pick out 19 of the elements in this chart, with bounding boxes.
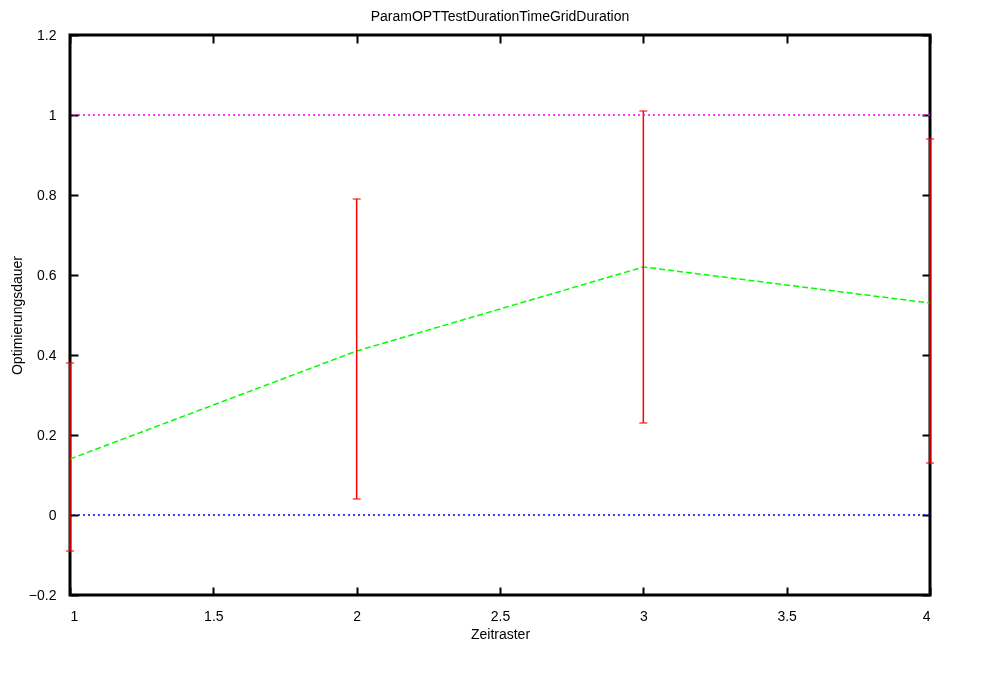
- y-tick-label: 0.8: [37, 186, 57, 203]
- y-tick-label: 1.2: [37, 26, 57, 43]
- x-tick-label: 3: [639, 607, 648, 624]
- x-tick-label: 2: [353, 607, 362, 624]
- x-tick-label: 1: [70, 607, 79, 624]
- x-tick-label: 4: [922, 607, 931, 624]
- x-tick-label: 1.5: [204, 607, 224, 624]
- y-tick-label: 1: [48, 106, 57, 123]
- y-tick-label: 0.2: [37, 426, 57, 443]
- x-axis-title: Zeitraster: [470, 625, 531, 642]
- x-tick-label: 3.5: [777, 607, 798, 624]
- chart-title: ParamOPTTestDurationTimeGridDuration: [370, 8, 630, 24]
- x-tick-label: 2.5: [490, 607, 511, 624]
- y-axis-title: Optimierungsdauer: [8, 255, 25, 376]
- line-series: [70, 266, 930, 460]
- y-tick-label: 0.6: [37, 266, 57, 283]
- y-tick-label: 0: [48, 506, 57, 523]
- y-tick-label: 0.4: [37, 346, 57, 363]
- y-tick-label: −0.2: [28, 586, 57, 603]
